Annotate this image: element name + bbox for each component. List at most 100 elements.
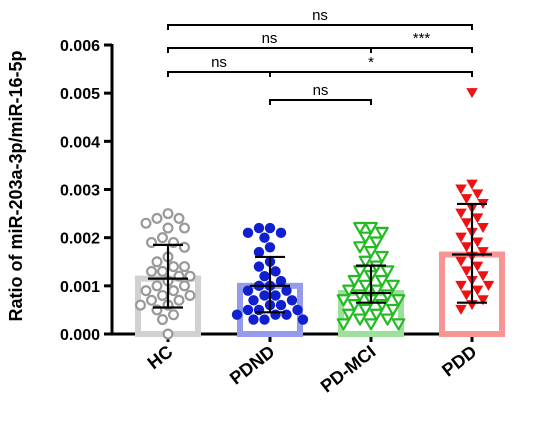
data-point — [364, 246, 378, 259]
data-point — [358, 255, 373, 268]
data-point — [455, 256, 467, 267]
data-point — [151, 280, 163, 292]
data-point — [259, 271, 270, 282]
category-label: PDND — [226, 341, 279, 388]
data-point — [179, 280, 191, 292]
bracket-line — [167, 24, 473, 30]
data-point — [380, 313, 395, 326]
data-point — [466, 179, 478, 190]
data-point — [455, 304, 467, 315]
data-point — [184, 289, 196, 301]
category-label: HC — [144, 341, 177, 373]
data-point — [353, 221, 367, 235]
data-point — [259, 290, 270, 301]
data-point — [482, 280, 495, 291]
data-point — [157, 232, 169, 244]
y-tick-label: 0.000 — [60, 327, 100, 344]
bracket-line — [269, 71, 473, 77]
data-point — [477, 247, 489, 258]
data-point — [270, 266, 281, 277]
data-point — [386, 279, 400, 292]
data-point — [386, 303, 400, 317]
data-point — [358, 279, 373, 292]
y-tick-label: 0.002 — [60, 231, 100, 248]
data-point — [140, 285, 152, 297]
data-point — [162, 208, 174, 220]
data-point — [471, 213, 484, 224]
y-tick-label: 0.006 — [60, 38, 100, 55]
data-point — [369, 308, 384, 321]
significance-label: *** — [413, 30, 431, 47]
data-point — [281, 285, 292, 296]
y-tick-label: 0.001 — [60, 279, 100, 296]
bracket-line — [370, 47, 473, 53]
data-point — [391, 294, 406, 307]
data-point — [231, 309, 243, 320]
data-point — [135, 299, 147, 311]
significance-label: * — [368, 54, 374, 71]
data-point — [358, 231, 373, 244]
data-point — [259, 232, 270, 243]
significance-label: ns — [262, 30, 278, 47]
data-point — [336, 294, 351, 307]
data-point — [471, 237, 484, 248]
data-point — [253, 246, 265, 258]
data-point — [460, 290, 473, 301]
bracket-line — [167, 47, 372, 53]
data-point — [358, 303, 373, 317]
data-point — [281, 309, 292, 320]
category-label: PDD — [438, 341, 480, 380]
data-point — [460, 266, 473, 277]
data-point — [270, 309, 281, 320]
y-tick-label: 0.003 — [60, 183, 100, 200]
significance-brackets: ns ns *** ns * ns — [167, 7, 473, 105]
data-point — [151, 212, 163, 224]
data-point — [242, 304, 254, 316]
data-point — [477, 271, 489, 282]
data-point — [264, 242, 276, 253]
data-point — [146, 294, 158, 306]
data-point — [455, 232, 467, 243]
data-point — [151, 256, 163, 268]
data-point — [353, 313, 367, 326]
data-point — [157, 265, 169, 277]
y-axis-label-group: Ratio of miR-203a-3p/miR-16-5p — [6, 50, 26, 321]
data-point — [242, 285, 254, 296]
data-point — [297, 314, 309, 325]
data-point — [168, 285, 180, 297]
data-point — [248, 295, 259, 306]
data-point — [253, 261, 265, 272]
data-point — [455, 280, 467, 291]
data-point — [275, 227, 287, 239]
data-point — [275, 299, 287, 311]
data-point — [286, 295, 298, 306]
data-point — [353, 265, 367, 278]
data-point — [292, 304, 303, 316]
data-point — [477, 223, 489, 234]
data-point — [375, 274, 389, 288]
data-point — [460, 194, 473, 205]
data-point — [477, 295, 489, 306]
data-point — [460, 218, 473, 229]
data-point — [253, 304, 265, 316]
data-point — [364, 318, 378, 331]
data-point — [380, 265, 395, 278]
data-point — [342, 284, 356, 297]
data-point — [146, 265, 158, 277]
data-point — [455, 208, 467, 219]
data-point — [264, 222, 276, 234]
axes: 0.000 0.001 0.002 0.003 0.004 0.005 0.006 — [60, 38, 505, 344]
data-point — [375, 250, 389, 264]
y-tick-label: 0.005 — [60, 86, 100, 103]
data-point — [248, 314, 259, 325]
data-point — [140, 217, 152, 229]
data-point — [353, 241, 367, 254]
data-point — [364, 221, 378, 235]
data-point — [336, 318, 351, 331]
data-point — [275, 275, 287, 287]
data-point — [471, 285, 484, 296]
data-point — [168, 261, 180, 273]
y-axis-label: Ratio of miR-203a-3p/miR-16-5p — [6, 50, 26, 321]
significance-bracket: ns — [167, 30, 372, 53]
